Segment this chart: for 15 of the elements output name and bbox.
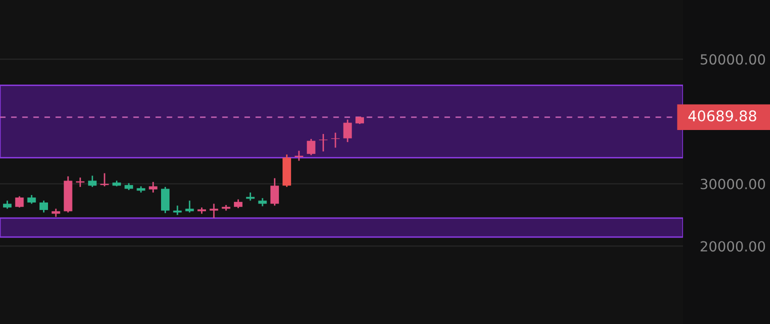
candlestick: [88, 175, 97, 188]
candlestick: [210, 203, 218, 219]
candlestick: [306, 138, 316, 156]
candlestick: [270, 178, 279, 206]
candlestick: [173, 204, 182, 216]
y-tick-label: 30000.00: [700, 178, 766, 190]
y-tick-label: 20000.00: [700, 241, 766, 252]
ref-line-label: 40689.88: [688, 110, 756, 122]
candlestick: [185, 200, 194, 214]
candlestick: [15, 196, 24, 208]
y-tick-label: 50000.00: [700, 54, 766, 65]
candlestick: [161, 186, 170, 214]
candlestick: [148, 181, 158, 194]
candlestick: [343, 118, 352, 143]
candlestick: [39, 200, 48, 214]
